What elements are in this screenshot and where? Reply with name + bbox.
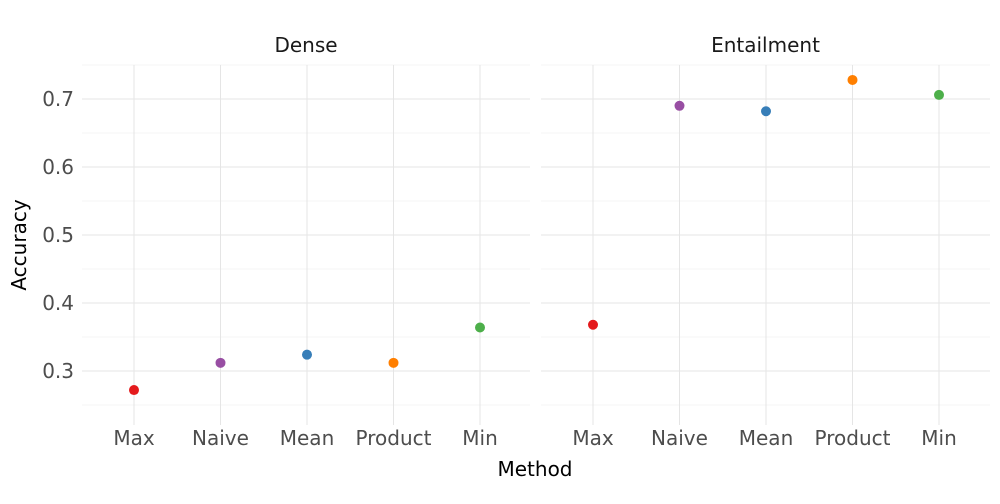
- x-tick-label: Max: [572, 426, 614, 450]
- data-point: [129, 385, 139, 396]
- data-point: [761, 106, 771, 117]
- x-tick-label: Naive: [651, 426, 708, 450]
- x-tick-label: Mean: [280, 426, 335, 450]
- y-tick-label: 0.7: [42, 87, 74, 111]
- data-point: [674, 100, 685, 111]
- x-tick-label: Product: [815, 426, 891, 450]
- y-tick-label: 0.4: [42, 291, 74, 315]
- data-point: [388, 357, 399, 368]
- data-point: [588, 319, 598, 330]
- y-tick-label: 0.5: [42, 223, 74, 247]
- x-tick-label: Naive: [192, 426, 249, 450]
- x-axis-title: Method: [497, 457, 572, 481]
- facet-panel-2: Entailment Max Naive Mean Product Min: [541, 33, 990, 450]
- y-tick-label: 0.6: [42, 155, 74, 179]
- x-tick-label: Mean: [739, 426, 794, 450]
- data-point: [847, 74, 858, 85]
- y-axis-title: Accuracy: [7, 199, 31, 290]
- data-point: [302, 349, 312, 360]
- data-point: [934, 89, 944, 100]
- facet-title: Entailment: [711, 33, 820, 57]
- y-tick-label: 0.3: [42, 359, 74, 383]
- x-tick-label: Min: [462, 426, 498, 450]
- x-tick-label: Min: [921, 426, 957, 450]
- x-tick-label: Product: [356, 426, 432, 450]
- data-point: [475, 322, 485, 333]
- facet-panel-1: Dense Max Naive Mean Product Min: [82, 33, 530, 450]
- facet-title: Dense: [274, 33, 337, 57]
- data-point: [215, 357, 226, 368]
- x-tick-label: Max: [113, 426, 155, 450]
